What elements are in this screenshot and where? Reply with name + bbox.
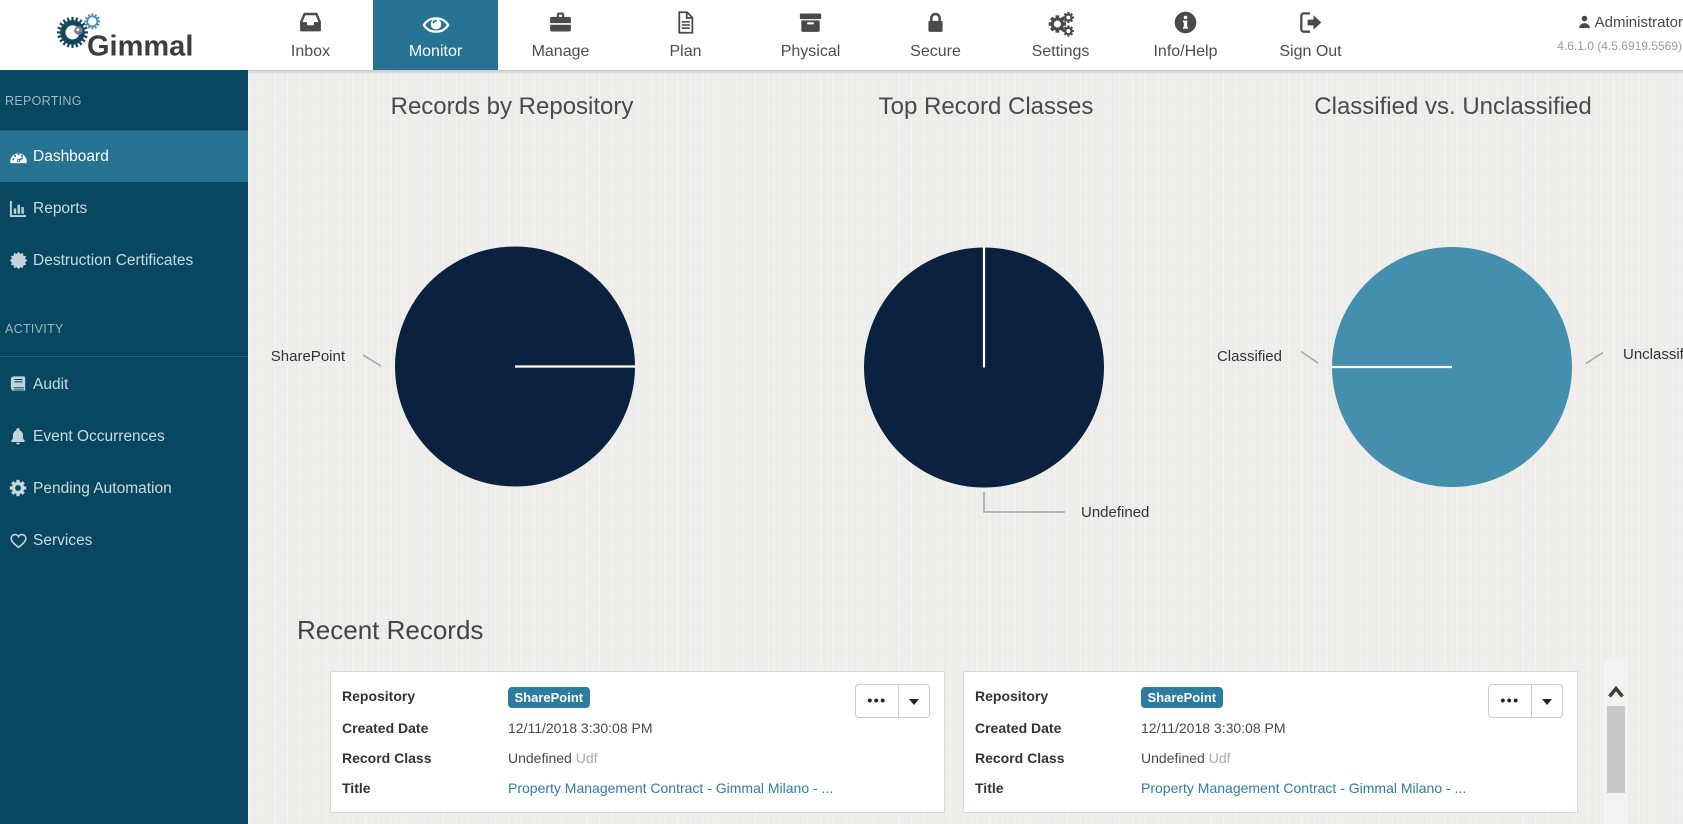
svg-text:Classified: Classified bbox=[1217, 348, 1282, 365]
svg-text:Undefined: Undefined bbox=[1081, 504, 1149, 521]
svg-text:Gimmal: Gimmal bbox=[87, 31, 193, 63]
svg-text:Unclassified: Unclassified bbox=[1623, 346, 1683, 363]
svg-text:SharePoint: SharePoint bbox=[271, 348, 346, 365]
